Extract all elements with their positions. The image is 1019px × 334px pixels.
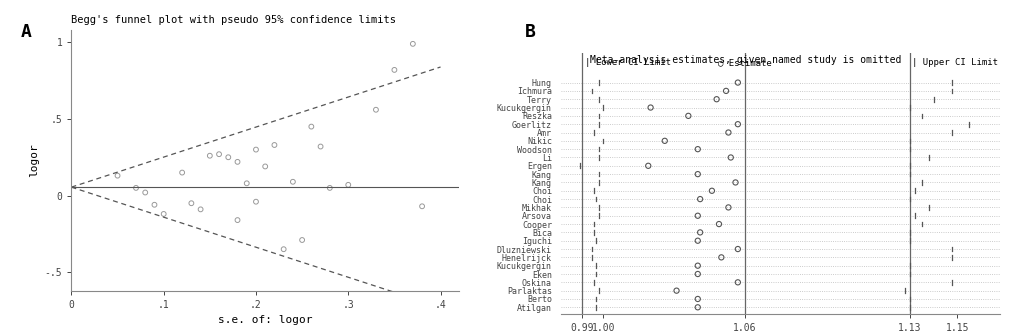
Point	[183, 200, 200, 206]
Text: A: A	[20, 23, 32, 41]
Point	[275, 246, 291, 252]
Point	[321, 185, 337, 191]
Point	[689, 238, 705, 243]
Text: Begg's funnel plot with pseudo 95% confidence limits: Begg's funnel plot with pseudo 95% confi…	[71, 15, 396, 25]
Point	[266, 142, 282, 148]
Point	[303, 124, 319, 129]
Point	[689, 147, 705, 152]
Point	[293, 237, 310, 243]
Text: Meta-analysis estimates, given named study is omitted: Meta-analysis estimates, given named stu…	[590, 55, 901, 65]
Text: | Upper CI Limit: | Upper CI Limit	[911, 58, 998, 67]
Point	[109, 173, 125, 178]
Point	[155, 211, 171, 217]
Point	[691, 230, 707, 235]
Point	[229, 159, 246, 165]
Point	[729, 280, 745, 285]
Point	[174, 170, 191, 175]
Point	[238, 181, 255, 186]
Point	[202, 153, 218, 158]
Point	[689, 263, 705, 268]
Point	[284, 179, 301, 184]
X-axis label: s.e. of: logor: s.e. of: logor	[218, 315, 312, 325]
Point	[719, 130, 736, 135]
Point	[220, 155, 236, 160]
Point	[127, 185, 144, 191]
Point	[405, 41, 421, 46]
Y-axis label: logor: logor	[30, 143, 39, 177]
Point	[642, 105, 658, 110]
Point	[717, 88, 734, 94]
Point	[368, 107, 384, 113]
Point	[691, 196, 707, 202]
Point	[708, 97, 725, 102]
Point	[712, 255, 729, 260]
Point	[729, 246, 745, 252]
Point	[703, 188, 719, 193]
Point	[710, 221, 727, 227]
Point	[257, 164, 273, 169]
Point	[727, 180, 743, 185]
Text: B: B	[525, 23, 536, 41]
Point	[729, 122, 745, 127]
Point	[719, 205, 736, 210]
Point	[312, 144, 328, 149]
Point	[193, 207, 209, 212]
Point	[689, 296, 705, 302]
Point	[137, 190, 153, 195]
Point	[640, 163, 656, 168]
Point	[229, 217, 246, 223]
Point	[146, 202, 162, 207]
Point	[689, 271, 705, 277]
Point	[667, 288, 684, 293]
Point	[211, 152, 227, 157]
Point	[689, 213, 705, 218]
Point	[729, 80, 745, 85]
Point	[339, 182, 356, 187]
Point	[689, 305, 705, 310]
Point	[248, 147, 264, 152]
Text: ○ Estimate: ○ Estimate	[717, 58, 771, 67]
Point	[386, 67, 403, 72]
Point	[414, 204, 430, 209]
Point	[656, 138, 673, 144]
Point	[689, 171, 705, 177]
Point	[248, 199, 264, 204]
Point	[721, 155, 738, 160]
Point	[680, 113, 696, 119]
Text: | Lower CI Limit: | Lower CI Limit	[584, 58, 669, 67]
